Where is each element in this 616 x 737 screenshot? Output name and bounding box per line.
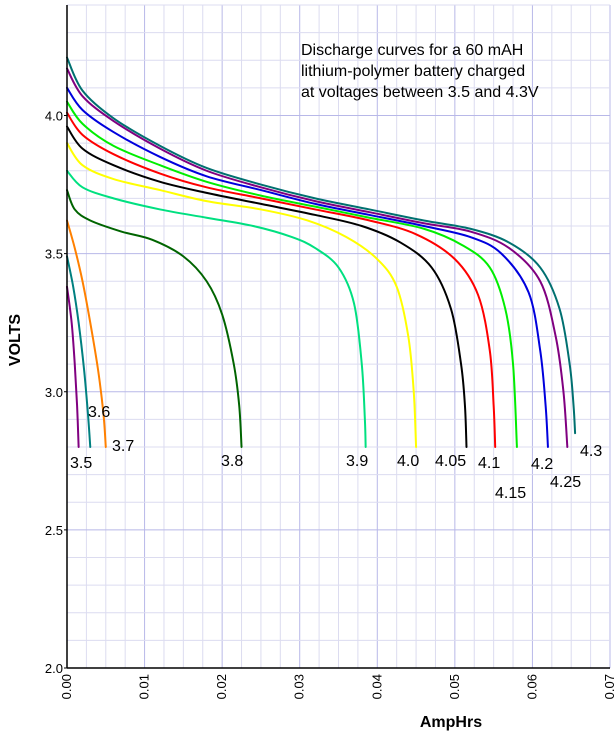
curve-label-3-8: 3.8 [221, 453, 243, 470]
y-tick-labels: 2.0 2.5 3.0 3.5 4.0 [45, 109, 67, 676]
series-line-4-2 [66, 86, 549, 448]
x-tick-label: 0.07 [602, 674, 616, 699]
curve-label-4-25: 4.25 [550, 474, 581, 491]
series-line-3-9 [66, 169, 367, 448]
x-tick-labels: 0.00 0.01 0.02 0.03 0.04 0.05 0.06 0.07 [59, 674, 616, 699]
y-tick-label: 3.5 [45, 247, 63, 262]
y-tick-label: 2.5 [45, 523, 63, 538]
curve-label-4-2: 4.2 [531, 456, 553, 473]
curve-label-3-5: 3.5 [70, 455, 92, 472]
x-tick-label: 0.04 [369, 674, 384, 699]
curve-label-3-6: 3.6 [88, 404, 110, 421]
series-line-3-6 [66, 255, 92, 448]
curve-label-3-9: 3.9 [346, 453, 368, 470]
y-tick-label: 2.0 [45, 661, 63, 676]
x-tick-label: 0.03 [292, 674, 307, 699]
curve-label-4-1: 4.1 [478, 455, 500, 472]
x-tick-label: 0.00 [59, 674, 74, 699]
curve-label-4-15: 4.15 [495, 485, 526, 502]
y-tick-label: 4.0 [45, 109, 63, 124]
series-line-4-0 [66, 142, 418, 448]
x-tick-label: 0.02 [214, 674, 229, 699]
x-tick-label: 0.05 [447, 674, 462, 699]
series-line-4-05 [66, 125, 468, 448]
curve-label-4-0: 4.0 [397, 453, 419, 470]
y-axis-title: VOLTS [7, 314, 24, 366]
annotation-line-1: Discharge curves for a 60 mAH [301, 42, 523, 59]
series-line-3-8 [66, 189, 243, 448]
annotation-line-2: lithium-polymer battery charged [301, 63, 525, 80]
series-line-4-15 [66, 100, 518, 448]
x-tick-label: 0.06 [524, 674, 539, 699]
curve-label-4-05: 4.05 [435, 453, 466, 470]
series-line-3-7 [66, 219, 107, 448]
x-tick-label: 0.01 [137, 674, 152, 699]
series-line-3-5 [66, 285, 80, 448]
curve-label-4-3: 4.3 [580, 443, 602, 460]
y-tick-label: 3.0 [45, 385, 63, 400]
grid [66, 4, 611, 669]
annotation-line-3: at voltages between 3.5 and 4.3V [301, 84, 539, 101]
series-line-4-25 [66, 67, 569, 448]
series-line-4-1 [66, 111, 497, 448]
series-group [66, 56, 577, 448]
series-line-4-3 [66, 56, 577, 435]
curve-labels: 3.5 3.63.7 3.8 3.9 4.0 4.05 4.1 4.15 4.24.25 4.3 [70, 404, 602, 502]
x-axis-title: AmpHrs [420, 714, 482, 731]
curve-label-3-7: 3.7 [112, 438, 134, 455]
